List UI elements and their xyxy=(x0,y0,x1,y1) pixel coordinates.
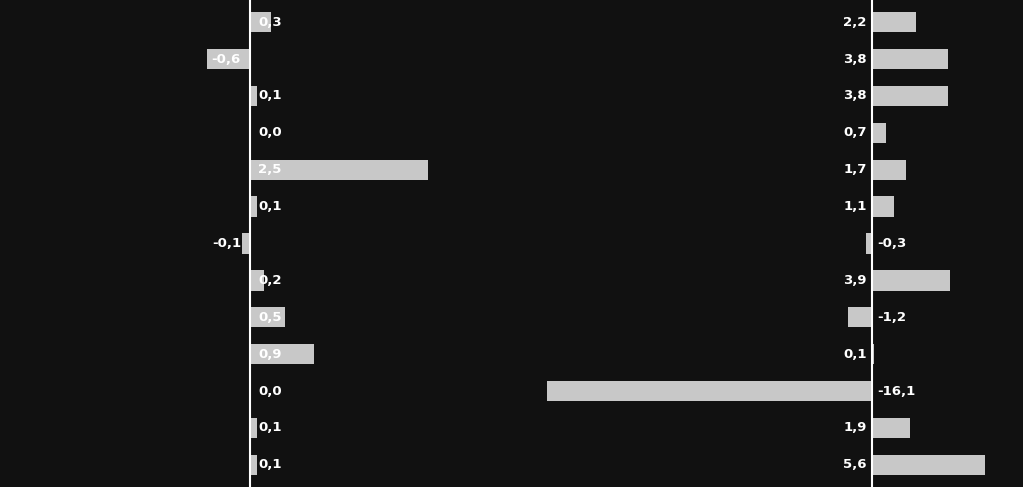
Bar xyxy=(872,196,894,217)
Bar xyxy=(250,307,285,327)
Bar xyxy=(250,344,314,364)
Text: 1,1: 1,1 xyxy=(843,200,866,213)
Text: -16,1: -16,1 xyxy=(877,385,916,397)
Text: 3,8: 3,8 xyxy=(843,90,866,102)
Bar xyxy=(250,196,257,217)
Text: 0,1: 0,1 xyxy=(258,458,281,471)
Bar xyxy=(242,233,250,254)
Text: -0,1: -0,1 xyxy=(212,237,241,250)
Bar xyxy=(207,49,250,69)
Text: 0,1: 0,1 xyxy=(258,90,281,102)
Text: 0,0: 0,0 xyxy=(258,126,281,139)
Bar xyxy=(250,418,257,438)
Text: 0,1: 0,1 xyxy=(843,348,866,361)
Bar xyxy=(547,381,872,401)
Text: 0,5: 0,5 xyxy=(258,311,281,324)
Text: -0,6: -0,6 xyxy=(212,53,241,66)
Text: 1,9: 1,9 xyxy=(843,421,866,434)
Text: 0,9: 0,9 xyxy=(258,348,281,361)
Text: 0,3: 0,3 xyxy=(258,16,281,29)
Bar xyxy=(250,12,271,32)
Text: 3,9: 3,9 xyxy=(843,274,866,287)
Bar xyxy=(872,160,906,180)
Text: 0,7: 0,7 xyxy=(843,126,866,139)
Bar xyxy=(865,233,872,254)
Text: 0,2: 0,2 xyxy=(258,274,281,287)
Text: -1,2: -1,2 xyxy=(877,311,906,324)
Bar xyxy=(250,86,257,106)
Bar xyxy=(872,86,948,106)
Text: 0,1: 0,1 xyxy=(258,200,281,213)
Bar xyxy=(250,160,428,180)
Bar xyxy=(872,12,917,32)
Text: 2,5: 2,5 xyxy=(258,163,281,176)
Text: 0,0: 0,0 xyxy=(258,385,281,397)
Bar xyxy=(872,455,985,475)
Bar xyxy=(848,307,872,327)
Text: 1,7: 1,7 xyxy=(843,163,866,176)
Text: 0,1: 0,1 xyxy=(258,421,281,434)
Bar xyxy=(872,344,874,364)
Bar xyxy=(250,455,257,475)
Bar xyxy=(872,123,886,143)
Text: 3,8: 3,8 xyxy=(843,53,866,66)
Text: 2,2: 2,2 xyxy=(843,16,866,29)
Bar xyxy=(872,270,950,291)
Bar xyxy=(872,418,910,438)
Text: -0,3: -0,3 xyxy=(877,237,906,250)
Text: 5,6: 5,6 xyxy=(843,458,866,471)
Bar xyxy=(872,49,948,69)
Bar xyxy=(250,270,264,291)
